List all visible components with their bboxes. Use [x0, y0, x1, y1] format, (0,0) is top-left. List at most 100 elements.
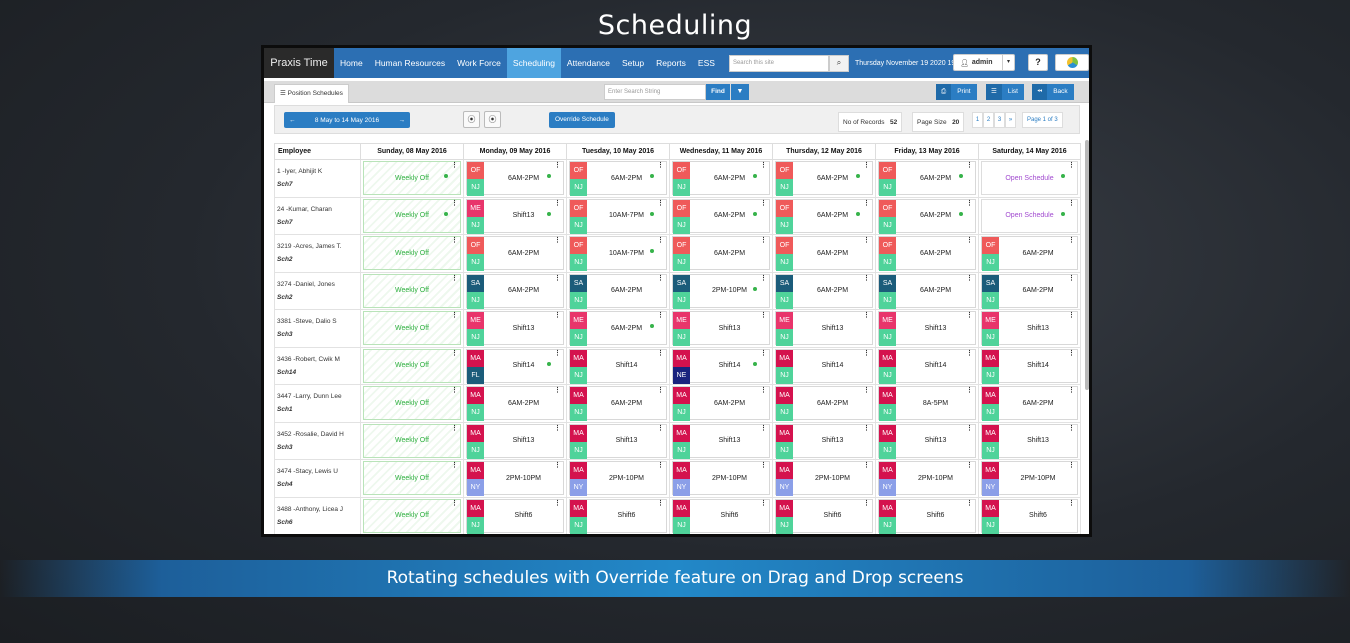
- app-switcher-button[interactable]: [1055, 54, 1089, 71]
- filter-button[interactable]: ▼: [731, 84, 749, 100]
- more-options-icon[interactable]: ⋮: [451, 162, 458, 170]
- shift-card[interactable]: OF NJ 6AM-2PM ⋮: [878, 198, 976, 234]
- more-options-icon[interactable]: ⋮: [451, 349, 458, 357]
- more-options-icon[interactable]: ⋮: [554, 199, 561, 207]
- weekly-off-cell[interactable]: Weekly Off ⋮: [363, 311, 461, 346]
- more-options-icon[interactable]: ⋮: [1068, 274, 1075, 282]
- more-options-icon[interactable]: ⋮: [657, 162, 664, 170]
- weekly-off-cell[interactable]: Weekly Off ⋮: [363, 461, 461, 496]
- shift-card[interactable]: SA NJ 2PM-10PM ⋮: [672, 273, 770, 309]
- weekly-off-cell[interactable]: Weekly Off ⋮: [363, 498, 461, 533]
- collapse-button[interactable]: ⦿: [463, 111, 480, 128]
- more-options-icon[interactable]: ⋮: [760, 349, 767, 357]
- shift-card[interactable]: MA NJ Shift13 ⋮: [569, 423, 667, 459]
- more-options-icon[interactable]: ⋮: [554, 499, 561, 507]
- shift-card[interactable]: MA NJ Shift13 ⋮: [466, 423, 564, 459]
- more-options-icon[interactable]: ⋮: [657, 274, 664, 282]
- print-button[interactable]: ⎙ Print: [936, 84, 977, 100]
- filter-search-input[interactable]: Enter Search String: [604, 84, 706, 100]
- help-button[interactable]: ?: [1028, 54, 1048, 71]
- shift-card[interactable]: ME NJ Shift13 ⋮: [466, 198, 564, 234]
- find-button[interactable]: Find: [706, 84, 730, 100]
- shift-card[interactable]: MA NJ Shift6 ⋮: [878, 498, 976, 534]
- caret-down-icon[interactable]: ▾: [1002, 55, 1014, 70]
- shift-card[interactable]: OF NJ 6AM-2PM ⋮: [775, 198, 873, 234]
- shift-card[interactable]: SA NJ 6AM-2PM ⋮: [878, 273, 976, 309]
- page-1[interactable]: 1: [972, 112, 983, 128]
- shift-card[interactable]: MA NJ 6AM-2PM ⋮: [672, 386, 770, 422]
- shift-card[interactable]: MA NJ Shift6 ⋮: [672, 498, 770, 534]
- more-options-icon[interactable]: ⋮: [760, 424, 767, 432]
- shift-card[interactable]: MA NJ 8A-5PM ⋮: [878, 386, 976, 422]
- shift-card[interactable]: MA NJ Shift13 ⋮: [672, 423, 770, 459]
- more-options-icon[interactable]: ⋮: [863, 237, 870, 245]
- shift-card[interactable]: OF NJ 6AM-2PM ⋮: [569, 161, 667, 197]
- more-options-icon[interactable]: ⋮: [966, 162, 973, 170]
- employee-name[interactable]: 3219 -Acres, James T.: [277, 243, 342, 251]
- back-button[interactable]: ⏪︎ Back: [1032, 84, 1074, 100]
- employee-name[interactable]: 3474 -Stacy, Lewis U: [277, 468, 338, 476]
- more-options-icon[interactable]: ⋮: [1068, 349, 1075, 357]
- user-menu-button[interactable]: 👤︎ admin ▾: [953, 54, 1015, 71]
- shift-card[interactable]: MA NJ 6AM-2PM ⋮: [775, 386, 873, 422]
- shift-card[interactable]: ME NJ Shift13 ⋮: [466, 311, 564, 347]
- shift-card[interactable]: ME NJ Shift13 ⋮: [981, 311, 1078, 347]
- employee-name[interactable]: 3488 -Anthony, Licea J: [277, 505, 344, 513]
- employee-name[interactable]: 24 -Kumar, Charan: [277, 205, 332, 213]
- more-options-icon[interactable]: ⋮: [657, 387, 664, 395]
- weekly-off-cell[interactable]: Weekly Off ⋮: [363, 161, 461, 196]
- more-options-icon[interactable]: ⋮: [657, 499, 664, 507]
- shift-card[interactable]: MA NY 2PM-10PM ⋮: [775, 461, 873, 497]
- vertical-scrollbar[interactable]: [1085, 140, 1089, 390]
- shift-card[interactable]: OF NJ 6AM-2PM ⋮: [775, 161, 873, 197]
- shift-card[interactable]: SA NJ 6AM-2PM ⋮: [569, 273, 667, 309]
- shift-card[interactable]: OF NJ 6AM-2PM ⋮: [466, 236, 564, 272]
- more-options-icon[interactable]: ⋮: [760, 199, 767, 207]
- shift-card[interactable]: MA NJ Shift13 ⋮: [775, 423, 873, 459]
- more-options-icon[interactable]: ⋮: [966, 237, 973, 245]
- more-options-icon[interactable]: ⋮: [451, 387, 458, 395]
- more-options-icon[interactable]: ⋮: [863, 312, 870, 320]
- arrow-right-icon[interactable]: →: [398, 116, 405, 124]
- shift-card[interactable]: OF NJ 6AM-2PM ⋮: [878, 236, 976, 272]
- more-options-icon[interactable]: ⋮: [863, 274, 870, 282]
- open-schedule-cell[interactable]: Open Schedule ⋮: [981, 161, 1078, 196]
- more-options-icon[interactable]: ⋮: [966, 462, 973, 470]
- page-size[interactable]: Page Size 20: [912, 112, 965, 132]
- shift-card[interactable]: MA NY 2PM-10PM ⋮: [569, 461, 667, 497]
- more-options-icon[interactable]: ⋮: [760, 274, 767, 282]
- shift-card[interactable]: MA NJ Shift6 ⋮: [569, 498, 667, 534]
- shift-card[interactable]: MA NY 2PM-10PM ⋮: [466, 461, 564, 497]
- shift-card[interactable]: MA NY 2PM-10PM ⋮: [672, 461, 770, 497]
- shift-card[interactable]: OF NJ 10AM-7PM ⋮: [569, 198, 667, 234]
- more-options-icon[interactable]: ⋮: [863, 199, 870, 207]
- more-options-icon[interactable]: ⋮: [966, 424, 973, 432]
- more-options-icon[interactable]: ⋮: [657, 312, 664, 320]
- more-options-icon[interactable]: ⋮: [863, 387, 870, 395]
- shift-card[interactable]: OF NJ 6AM-2PM ⋮: [466, 161, 564, 197]
- shift-card[interactable]: OF NJ 6AM-2PM ⋮: [672, 236, 770, 272]
- nav-item-setup[interactable]: Setup: [621, 58, 645, 68]
- more-options-icon[interactable]: ⋮: [760, 312, 767, 320]
- brand-logo[interactable]: Praxis Time: [264, 48, 334, 78]
- shift-card[interactable]: OF NJ 6AM-2PM ⋮: [672, 161, 770, 197]
- shift-card[interactable]: MA FL Shift14 ⋮: [466, 348, 564, 384]
- date-range-label[interactable]: 8 May to 14 May 2016: [314, 116, 380, 124]
- nav-item-attendance[interactable]: Attendance: [566, 58, 610, 68]
- nav-item-human-resources[interactable]: Human Resources: [374, 58, 446, 68]
- more-options-icon[interactable]: ⋮: [554, 162, 561, 170]
- nav-item-scheduling[interactable]: Scheduling: [506, 48, 561, 78]
- more-options-icon[interactable]: ⋮: [760, 387, 767, 395]
- more-options-icon[interactable]: ⋮: [451, 199, 458, 207]
- shift-card[interactable]: MA NJ 6AM-2PM ⋮: [569, 386, 667, 422]
- employee-name[interactable]: 3436 -Robert, Cwik M: [277, 355, 340, 363]
- more-options-icon[interactable]: ⋮: [1068, 387, 1075, 395]
- shift-card[interactable]: OF NJ 10AM-7PM ⋮: [569, 236, 667, 272]
- more-options-icon[interactable]: ⋮: [554, 237, 561, 245]
- page-3[interactable]: 3: [994, 112, 1005, 128]
- shift-card[interactable]: MA NY 2PM-10PM ⋮: [878, 461, 976, 497]
- shift-card[interactable]: MA NJ Shift13 ⋮: [981, 423, 1078, 459]
- shift-card[interactable]: MA NJ 6AM-2PM ⋮: [981, 386, 1078, 422]
- shift-card[interactable]: OF NJ 6AM-2PM ⋮: [672, 198, 770, 234]
- more-options-icon[interactable]: ⋮: [863, 499, 870, 507]
